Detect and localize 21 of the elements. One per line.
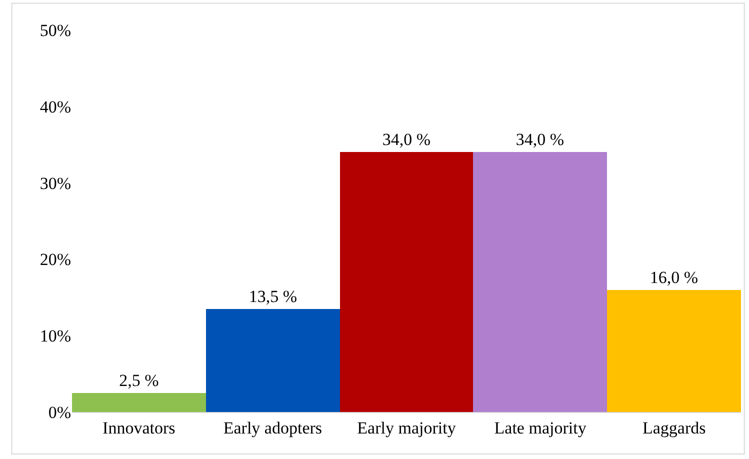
x-tick-label: Innovators (102, 418, 176, 438)
data-label: 2,5 % (119, 371, 159, 390)
y-tick-label: 0% (48, 402, 71, 422)
data-label: 13,5 % (248, 287, 298, 306)
y-tick-label: 40% (40, 97, 71, 116)
y-tick-label: 10% (40, 326, 71, 346)
data-label: 16,0 % (650, 268, 698, 287)
x-tick-label: Laggards (642, 418, 706, 438)
x-tick-label: Late majority (494, 418, 587, 438)
bar (340, 152, 473, 412)
bar (206, 309, 340, 412)
bar (72, 393, 206, 412)
data-label: 34,0 % (516, 130, 564, 149)
y-tick-label: 30% (40, 174, 71, 193)
y-tick-label: 20% (40, 250, 71, 270)
x-tick-label: Early adopters (223, 418, 322, 438)
data-label: 34,0 % (382, 130, 431, 149)
bar (473, 152, 607, 412)
x-tick-label: Early majority (357, 418, 456, 438)
bar (607, 290, 741, 412)
y-tick-label: 50% (40, 20, 71, 40)
